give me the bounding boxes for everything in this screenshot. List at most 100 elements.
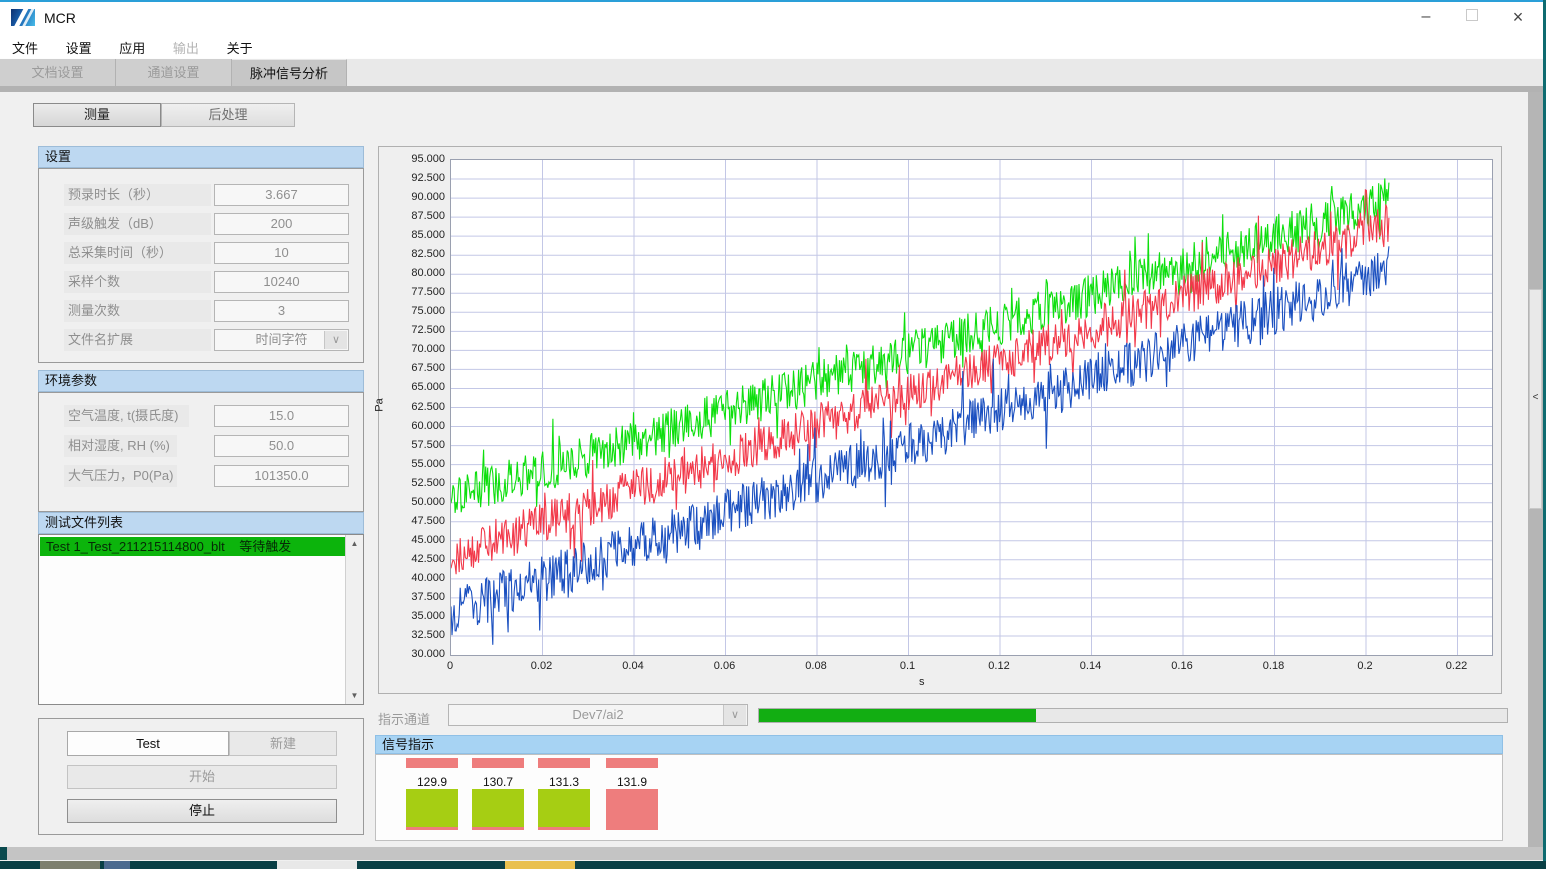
- filename-ext-label: 文件名扩展: [64, 329, 211, 351]
- menu-about[interactable]: 关于: [226, 41, 253, 56]
- y-tick-label: 82.500: [411, 248, 445, 261]
- measure-times-label: 测量次数: [64, 300, 211, 322]
- y-tick-label: 45.000: [411, 533, 445, 546]
- signal-blue: [450, 246, 1390, 645]
- signal-red: [450, 189, 1390, 575]
- prerecord-duration-field[interactable]: 3.667: [214, 184, 349, 206]
- prerecord-duration-label: 预录时长（秒）: [64, 184, 211, 206]
- y-tick-label: 40.000: [411, 571, 445, 584]
- y-tick-label: 62.500: [411, 400, 445, 413]
- signal-channel-2: 130.7: [472, 755, 524, 842]
- signal-channel-3: 131.3: [538, 755, 590, 842]
- x-tick-label: 0.08: [805, 660, 827, 672]
- test-file-status: 等待触发: [239, 539, 292, 554]
- signal-indicator-panel: 129.9 130.7 131.3 131.9: [375, 754, 1503, 841]
- new-button[interactable]: 新建: [229, 731, 337, 756]
- tab-channel-settings[interactable]: 通道设置: [116, 59, 232, 87]
- filename-ext-value: 时间字符: [255, 332, 308, 347]
- y-tick-label: 85.000: [411, 229, 445, 242]
- y-tick-label: 55.000: [411, 457, 445, 470]
- y-tick-label: 37.500: [411, 590, 445, 603]
- signal-value: 130.7: [482, 775, 514, 789]
- y-tick-label: 92.500: [411, 172, 445, 185]
- test-name-input[interactable]: [67, 731, 229, 756]
- x-axis-label: s: [919, 676, 925, 688]
- y-tick-label: 30.000: [411, 648, 445, 660]
- signal-indicator-header: 信号指示: [375, 735, 1503, 754]
- signal-peak-bar: [538, 758, 590, 768]
- list-item[interactable]: Test 1_Test_211215114800_blt 等待触发: [40, 537, 345, 556]
- indicator-channel-value: Dev7/ai2: [572, 707, 624, 722]
- x-tick-label: 0.22: [1445, 660, 1468, 672]
- list-scrollbar[interactable]: ▲ ▼: [345, 535, 363, 704]
- y-tick-label: 47.500: [411, 514, 445, 527]
- signal-value: 131.3: [548, 775, 580, 789]
- stop-button[interactable]: 停止: [67, 799, 337, 823]
- y-tick-label: 32.500: [411, 628, 445, 641]
- chevron-down-icon[interactable]: ∨: [723, 705, 746, 725]
- tab-strip-divider: [0, 86, 1543, 92]
- sample-count-field[interactable]: 10240: [214, 271, 349, 293]
- scroll-up-icon[interactable]: ▲: [350, 539, 359, 548]
- humidity-field[interactable]: 50.0: [214, 435, 349, 457]
- y-tick-label: 50.000: [411, 495, 445, 508]
- x-tick-label: 0.02: [530, 660, 553, 672]
- signal-channel-1: 129.9: [406, 755, 458, 842]
- signal-level-block: [472, 789, 524, 830]
- filename-ext-dropdown[interactable]: 时间字符 ∨: [214, 329, 349, 351]
- pressure-field[interactable]: 101350.0: [214, 465, 349, 487]
- y-tick-label: 60.000: [411, 419, 445, 432]
- menu-file[interactable]: 文件: [12, 41, 39, 56]
- close-button[interactable]: ×: [1512, 7, 1524, 27]
- collapse-panel-handle[interactable]: <: [1529, 289, 1542, 509]
- sample-count-label: 采样个数: [64, 271, 211, 293]
- indicator-channel-dropdown[interactable]: Dev7/ai2 ∨: [448, 704, 748, 726]
- taskbar-fragment: [40, 861, 100, 869]
- y-tick-label: 87.500: [411, 210, 445, 223]
- y-tick-label: 35.000: [411, 609, 445, 622]
- x-tick-label: 0: [446, 660, 454, 672]
- x-tick-label: 0.12: [988, 660, 1010, 672]
- x-tick-label: 0.1: [899, 660, 916, 672]
- air-temp-field[interactable]: 15.0: [214, 405, 349, 427]
- scroll-down-icon[interactable]: ▼: [350, 691, 359, 700]
- start-button[interactable]: 开始: [67, 765, 337, 789]
- acquisition-progress-bar: [758, 708, 1508, 723]
- y-tick-label: 67.500: [411, 362, 445, 375]
- app-logo-icon: [11, 9, 35, 26]
- minimize-button[interactable]: –: [1421, 8, 1431, 25]
- window-bottom-band: [0, 847, 1543, 860]
- chevron-down-icon[interactable]: ∨: [324, 331, 347, 349]
- tab-strip: 文档设置 通道设置 脉冲信号分析: [0, 58, 1543, 87]
- menu-apply[interactable]: 应用: [119, 41, 146, 56]
- signal-peak-bar: [472, 758, 524, 768]
- signal-level-block: [606, 789, 658, 830]
- total-acq-time-field[interactable]: 10: [214, 242, 349, 264]
- window-title: MCR: [44, 10, 76, 26]
- tab-document-settings[interactable]: 文档设置: [0, 59, 116, 87]
- signal-value: 129.9: [416, 775, 448, 789]
- signal-green: [450, 178, 1390, 513]
- y-tick-label: 42.500: [411, 552, 445, 565]
- x-tick-label: 0.18: [1262, 660, 1285, 672]
- file-list-header: 测试文件列表: [38, 512, 364, 534]
- environment-group: 空气温度, t(摄氏度) 15.0 相对湿度, RH (%) 50.0 大气压力…: [38, 392, 364, 512]
- subtab-postprocess[interactable]: 后处理: [161, 103, 295, 127]
- y-tick-label: 80.000: [411, 267, 445, 280]
- signal-level-block: [538, 789, 590, 830]
- x-tick-label: 0.14: [1079, 660, 1102, 672]
- tab-pulse-signal-analysis[interactable]: 脉冲信号分析: [232, 59, 347, 87]
- taskbar-fragment: [104, 861, 130, 869]
- total-acq-time-label: 总采集时间（秒）: [64, 242, 211, 264]
- menu-settings[interactable]: 设置: [65, 41, 92, 56]
- subtab-measure[interactable]: 测量: [33, 103, 161, 127]
- trigger-level-field[interactable]: 200: [214, 213, 349, 235]
- measure-times-field[interactable]: 3: [214, 300, 349, 322]
- test-file-list[interactable]: Test 1_Test_211215114800_blt 等待触发 ▲ ▼: [38, 534, 364, 705]
- y-tick-label: 95.000: [411, 153, 445, 165]
- chart-plot-area: [450, 159, 1493, 656]
- signal-peak-bar: [606, 758, 658, 768]
- maximize-button[interactable]: [1449, 2, 1495, 34]
- indicator-channel-label: 指示通道: [378, 712, 431, 727]
- y-tick-label: 72.500: [411, 324, 445, 337]
